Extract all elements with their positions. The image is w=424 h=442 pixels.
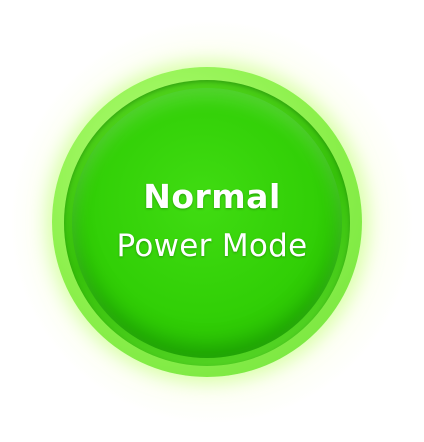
normal-power-mode-button[interactable] bbox=[72, 88, 342, 358]
